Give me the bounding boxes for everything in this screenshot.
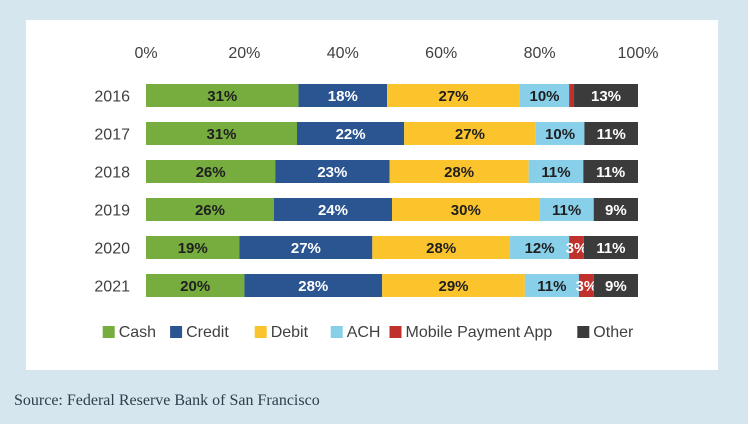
legend-label: Debit: [271, 324, 309, 341]
legend-swatch: [102, 326, 115, 338]
bar-segment: [510, 236, 570, 259]
data-label: 3%: [566, 240, 588, 257]
bar-segment: [535, 122, 585, 145]
data-label: 27%: [291, 240, 321, 257]
data-label: 9%: [605, 278, 627, 295]
bar-segment: [519, 84, 570, 107]
bar-segment: [244, 274, 383, 297]
data-label: 28%: [426, 240, 456, 257]
data-label: 11%: [597, 126, 626, 143]
x-tick-label: 80%: [524, 45, 556, 62]
data-label: 12%: [525, 240, 555, 257]
legend-swatch: [170, 326, 183, 338]
bar-segment: [404, 122, 536, 145]
data-label: 31%: [206, 126, 236, 143]
data-label: 18%: [328, 88, 358, 105]
stacked-bar-chart: 0% 20% 40% 60% 80% 100% 2016 31% 18% 27% 10% 13% 201…: [94, 45, 659, 341]
bar-segment: [297, 122, 405, 145]
x-tick-label: 60%: [425, 45, 457, 62]
bar-segment: [146, 198, 274, 221]
bar-segment: [593, 274, 638, 297]
bar-segment: [528, 160, 584, 183]
bar-segment: [389, 160, 529, 183]
data-label: 28%: [298, 278, 328, 295]
bar-segment: [583, 236, 638, 259]
bar-segment: [539, 198, 594, 221]
bar-segment: [574, 84, 638, 107]
bar-segment: [569, 84, 575, 107]
data-label: 29%: [438, 278, 468, 295]
data-label: 11%: [596, 164, 625, 181]
legend-swatch: [577, 326, 590, 338]
legend-label: Other: [593, 324, 634, 341]
data-label: 28%: [444, 164, 474, 181]
bar-segment: [239, 236, 373, 259]
bar-segment: [372, 236, 511, 259]
data-label: 27%: [438, 88, 468, 105]
data-label: 10%: [545, 126, 575, 143]
bar-segment: [146, 274, 245, 297]
bar-segment: [275, 160, 390, 183]
data-label: 22%: [336, 126, 366, 143]
y-tick-label: 2020: [94, 241, 130, 258]
y-tick-label: 2016: [94, 89, 130, 106]
data-label: 11%: [537, 278, 566, 295]
data-label: 26%: [195, 202, 225, 219]
bar-segment: [578, 274, 594, 297]
bar-segment: [524, 274, 579, 297]
bar-segment: [392, 198, 540, 221]
bar-segment: [387, 84, 520, 107]
y-tick-label: 2019: [94, 203, 130, 220]
data-label: 9%: [605, 202, 627, 219]
legend-label: Cash: [119, 324, 156, 341]
y-tick-label: 2018: [94, 165, 130, 182]
data-label: 19%: [178, 240, 208, 257]
data-label: 13%: [591, 88, 621, 105]
x-tick-label: 0%: [134, 45, 157, 62]
source-note: Source: Federal Reserve Bank of San Fran…: [14, 392, 320, 409]
data-label: 11%: [596, 240, 625, 257]
bar-segment: [584, 122, 638, 145]
bar-segment: [146, 84, 299, 107]
bar-segment: [593, 198, 638, 221]
legend-label: ACH: [347, 324, 381, 341]
bar-segment: [146, 160, 276, 183]
legend-label: Credit: [186, 324, 229, 341]
chart-panel: 0% 20% 40% 60% 80% 100% 2016 31% 18% 27% 10% 13% 201…: [26, 20, 718, 370]
legend-swatch: [254, 326, 267, 338]
data-label: 3%: [575, 278, 597, 295]
x-tick-label: 40%: [327, 45, 359, 62]
bar-segment: [382, 274, 525, 297]
data-label: 31%: [207, 88, 237, 105]
y-tick-label: 2021: [94, 279, 130, 296]
data-label: 20%: [180, 278, 210, 295]
data-label: 10%: [530, 88, 560, 105]
legend-swatch: [389, 326, 402, 338]
bar-segment: [583, 160, 638, 183]
x-tick-label: 20%: [228, 45, 260, 62]
data-label: 11%: [541, 164, 570, 181]
bar-segment: [273, 198, 392, 221]
bar-segment: [569, 236, 584, 259]
data-label: 24%: [318, 202, 348, 219]
data-label: 26%: [196, 164, 226, 181]
legend-swatch: [330, 326, 343, 338]
bar-segment: [146, 236, 240, 259]
bar-segment: [298, 84, 388, 107]
data-label: 27%: [455, 126, 485, 143]
x-tick-label: 100%: [618, 45, 659, 62]
legend-label: Mobile Payment App: [406, 324, 553, 341]
data-label: 30%: [451, 202, 481, 219]
bar-segment: [146, 122, 298, 145]
data-label: 23%: [317, 164, 347, 181]
data-label: 11%: [552, 202, 581, 219]
y-tick-label: 2017: [94, 127, 130, 144]
